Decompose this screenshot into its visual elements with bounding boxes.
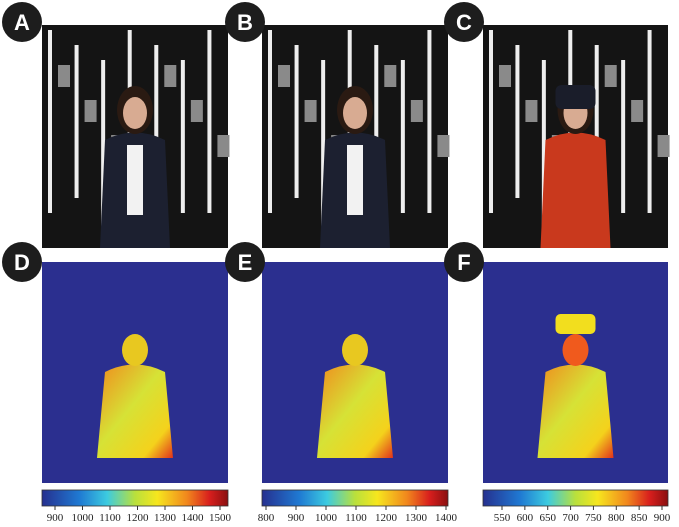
camera-rig bbox=[604, 65, 617, 87]
depth-body bbox=[97, 364, 173, 458]
camera-rig bbox=[437, 135, 450, 157]
light-bar bbox=[621, 60, 626, 213]
camera-rig bbox=[384, 65, 397, 87]
colorbar-tick-label: 850 bbox=[631, 512, 648, 524]
light-bar bbox=[268, 30, 272, 213]
colorbar-tick-label: 900 bbox=[654, 512, 671, 524]
depth-head bbox=[342, 334, 368, 366]
colorbar-tick-label: 1300 bbox=[405, 512, 428, 524]
colorbar-tick-label: 650 bbox=[539, 512, 556, 524]
colorbar-tick-label: 1100 bbox=[345, 512, 367, 524]
light-bar bbox=[489, 30, 493, 213]
light-bar bbox=[427, 30, 432, 213]
panel-label-badge bbox=[2, 242, 42, 282]
colorbar-tick-label: 1400 bbox=[435, 512, 458, 524]
shirt bbox=[347, 145, 363, 215]
colorbar-tick-label: 800 bbox=[258, 512, 275, 524]
depth-body bbox=[537, 364, 614, 458]
panel-label-badge bbox=[444, 2, 484, 42]
camera-rig bbox=[525, 100, 538, 122]
panel-label-badge bbox=[225, 242, 265, 282]
panel-label: B bbox=[237, 10, 253, 35]
shirt bbox=[127, 145, 143, 215]
camera-rig bbox=[657, 135, 670, 157]
colorbar bbox=[261, 489, 449, 507]
colorbar-tick-label: 600 bbox=[517, 512, 534, 524]
panel-label-badge bbox=[2, 2, 42, 42]
camera-rig bbox=[304, 100, 317, 122]
colorbar-tick-label: 900 bbox=[47, 512, 64, 524]
camera-rig bbox=[58, 65, 70, 87]
panel-label: D bbox=[14, 250, 30, 275]
colorbar-tick-label: 900 bbox=[288, 512, 305, 524]
panel-label: C bbox=[456, 10, 472, 35]
light-bar bbox=[48, 30, 52, 213]
vr-headset bbox=[555, 85, 596, 109]
light-bar bbox=[101, 60, 106, 243]
colorbar-tick-label: 550 bbox=[494, 512, 511, 524]
depth-head bbox=[122, 334, 148, 366]
panel-label-badge bbox=[444, 242, 484, 282]
light-bar bbox=[180, 60, 185, 213]
camera-rig bbox=[631, 100, 644, 122]
light-bar bbox=[400, 60, 405, 213]
colorbar-tick-label: 1000 bbox=[72, 512, 95, 524]
camera-rig bbox=[190, 100, 203, 122]
camera-rig bbox=[164, 65, 177, 87]
panel-label: A bbox=[14, 10, 30, 35]
camera-rig bbox=[499, 65, 511, 87]
light-bar bbox=[74, 45, 79, 198]
colorbar-tick-label: 1300 bbox=[154, 512, 177, 524]
colorbar bbox=[482, 489, 669, 507]
colorbar-tick-label: 1400 bbox=[182, 512, 205, 524]
colorbar-tick-label: 1500 bbox=[209, 512, 232, 524]
camera-rig bbox=[278, 65, 290, 87]
camera-rig bbox=[84, 100, 97, 122]
light-bar bbox=[294, 45, 299, 198]
panel-label: E bbox=[238, 250, 253, 275]
person-face bbox=[123, 97, 147, 129]
panel-label-badge bbox=[225, 2, 265, 42]
colorbar-tick-label: 1100 bbox=[99, 512, 121, 524]
colorbar-tick-label: 1000 bbox=[315, 512, 338, 524]
panel-label: F bbox=[457, 250, 470, 275]
camera-rig bbox=[217, 135, 230, 157]
depth-head bbox=[562, 334, 589, 366]
light-bar bbox=[207, 30, 212, 213]
colorbar-tick-label: 700 bbox=[562, 512, 579, 524]
depth-headset bbox=[555, 314, 596, 334]
colorbar-tick-label: 800 bbox=[608, 512, 625, 524]
light-bar bbox=[515, 45, 520, 198]
person-body bbox=[540, 132, 611, 248]
person-face bbox=[343, 97, 367, 129]
colorbar-tick-label: 1200 bbox=[127, 512, 150, 524]
colorbar-tick-label: 1200 bbox=[375, 512, 398, 524]
colorbar bbox=[41, 489, 229, 507]
light-bar bbox=[541, 60, 546, 243]
colorbar-tick-label: 750 bbox=[585, 512, 602, 524]
light-bar bbox=[321, 60, 326, 243]
camera-rig bbox=[410, 100, 423, 122]
depth-body bbox=[317, 364, 393, 458]
light-bar bbox=[647, 30, 652, 213]
